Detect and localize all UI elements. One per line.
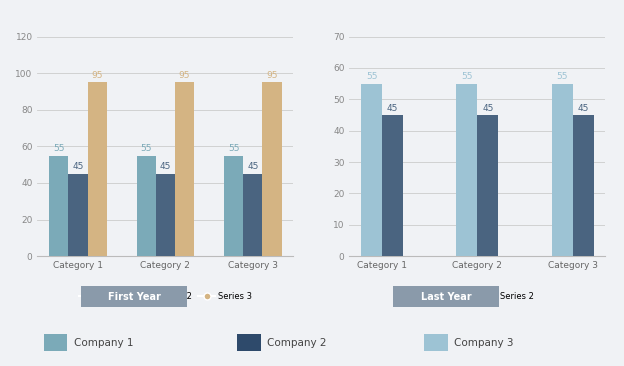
- Text: 55: 55: [557, 72, 568, 81]
- Bar: [552, 84, 573, 256]
- Text: Company 3: Company 3: [454, 337, 514, 348]
- Text: Company 2: Company 2: [267, 337, 326, 348]
- Bar: [156, 174, 175, 256]
- Text: 55: 55: [228, 144, 240, 153]
- Text: 45: 45: [247, 162, 258, 171]
- Bar: [456, 84, 477, 256]
- Bar: [263, 82, 281, 256]
- Bar: [68, 174, 87, 256]
- Text: 95: 95: [266, 71, 278, 80]
- Bar: [137, 156, 156, 256]
- Text: 45: 45: [577, 104, 589, 112]
- Bar: [224, 156, 243, 256]
- Bar: [175, 82, 194, 256]
- Bar: [382, 115, 403, 256]
- Text: Company 1: Company 1: [74, 337, 133, 348]
- Text: First Year: First Year: [108, 292, 160, 302]
- Text: 45: 45: [387, 104, 398, 112]
- Text: Last Year: Last Year: [421, 292, 472, 302]
- Text: 45: 45: [482, 104, 494, 112]
- Text: 55: 55: [53, 144, 64, 153]
- Legend: Series 1, Series 2: Series 1, Series 2: [417, 289, 537, 305]
- Bar: [87, 82, 107, 256]
- Text: 95: 95: [179, 71, 190, 80]
- Text: 55: 55: [366, 72, 378, 81]
- Text: 45: 45: [160, 162, 171, 171]
- Bar: [361, 84, 382, 256]
- Legend: Series 1, Series 2, Series 3: Series 1, Series 2, Series 3: [76, 289, 255, 305]
- Text: 55: 55: [461, 72, 472, 81]
- Bar: [243, 174, 263, 256]
- Text: 55: 55: [140, 144, 152, 153]
- Text: 45: 45: [72, 162, 84, 171]
- Text: 95: 95: [91, 71, 103, 80]
- Bar: [49, 156, 68, 256]
- Bar: [477, 115, 499, 256]
- Bar: [573, 115, 593, 256]
